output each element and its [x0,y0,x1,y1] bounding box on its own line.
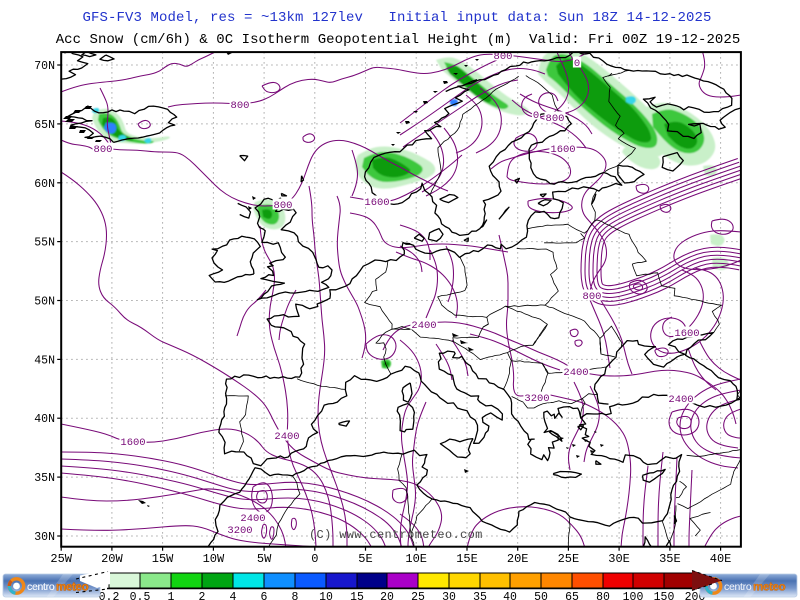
svg-text:30: 30 [442,591,456,600]
svg-text:2400: 2400 [563,367,588,379]
svg-text:800: 800 [94,144,113,156]
svg-text:meteo: meteo [56,582,89,594]
svg-text:0.5: 0.5 [130,591,151,600]
svg-text:800: 800 [231,100,250,112]
svg-text:30E: 30E [608,552,630,566]
svg-text:2400: 2400 [411,320,436,332]
svg-text:0.2: 0.2 [99,591,120,600]
svg-text:15: 15 [350,591,364,600]
svg-text:25: 25 [411,591,425,600]
svg-text:Acc Snow (cm/6h) & 0C Isotherm: Acc Snow (cm/6h) & 0C Isotherm Geopotent… [56,32,741,48]
svg-text:150: 150 [654,591,675,600]
svg-text:200: 200 [685,591,706,600]
svg-text:20W: 20W [101,552,123,566]
svg-text:10W: 10W [203,552,225,566]
svg-text:55N: 55N [34,237,55,250]
svg-text:40E: 40E [710,552,732,566]
svg-text:30N: 30N [34,531,55,544]
svg-text:40: 40 [503,591,517,600]
svg-text:meteo: meteo [753,582,786,594]
svg-text:50: 50 [534,591,548,600]
svg-text:800: 800 [546,113,565,125]
svg-text:8: 8 [292,591,299,600]
svg-text:meteo: meteo [56,582,89,594]
svg-text:60N: 60N [34,178,55,191]
svg-text:25W: 25W [50,552,72,566]
svg-text:50N: 50N [34,296,55,309]
svg-text:2400: 2400 [240,513,265,525]
svg-text:100: 100 [623,591,644,600]
svg-text:5W: 5W [257,552,272,566]
svg-text:800: 800 [274,200,293,212]
svg-text:65N: 65N [34,119,55,132]
svg-text:3200: 3200 [524,393,549,405]
svg-text:15E: 15E [456,552,478,566]
svg-text:2400: 2400 [668,394,693,406]
svg-text:centro: centro [27,581,55,593]
svg-text:35N: 35N [34,472,55,485]
svg-text:800: 800 [583,291,602,303]
svg-text:centro: centro [27,581,55,593]
svg-text:4: 4 [230,591,237,600]
svg-text:6: 6 [261,591,268,600]
svg-text:1600: 1600 [364,197,389,209]
svg-text:1600: 1600 [550,144,575,156]
svg-text:10: 10 [319,591,333,600]
svg-text:800: 800 [494,51,513,63]
svg-text:10E: 10E [405,552,427,566]
svg-text:35E: 35E [659,552,681,566]
svg-text:0: 0 [311,552,318,566]
svg-text:25E: 25E [558,552,580,566]
svg-text:0: 0 [574,58,580,70]
svg-text:5E: 5E [358,552,372,566]
svg-text:20E: 20E [507,552,529,566]
svg-text:GFS-FV3 Model, res = ~13km 127: GFS-FV3 Model, res = ~13km 127lev Initia… [82,10,711,26]
svg-text:45N: 45N [34,354,55,367]
svg-text:65: 65 [565,591,579,600]
svg-text:80: 80 [596,591,610,600]
svg-text:3200: 3200 [227,525,252,537]
svg-text:40N: 40N [34,413,55,426]
svg-text:70N: 70N [34,60,55,73]
svg-text:1600: 1600 [120,437,145,449]
svg-text:2400: 2400 [274,431,299,443]
svg-text:20: 20 [380,591,394,600]
svg-text:0: 0 [533,110,539,122]
svg-text:centro: centro [724,581,752,593]
svg-text:(C) www.centrometeo.com: (C) www.centrometeo.com [309,528,483,542]
svg-text:1: 1 [168,591,175,600]
svg-text:15W: 15W [152,552,174,566]
svg-text:1600: 1600 [674,328,699,340]
svg-text:35: 35 [473,591,487,600]
svg-text:2: 2 [199,591,206,600]
